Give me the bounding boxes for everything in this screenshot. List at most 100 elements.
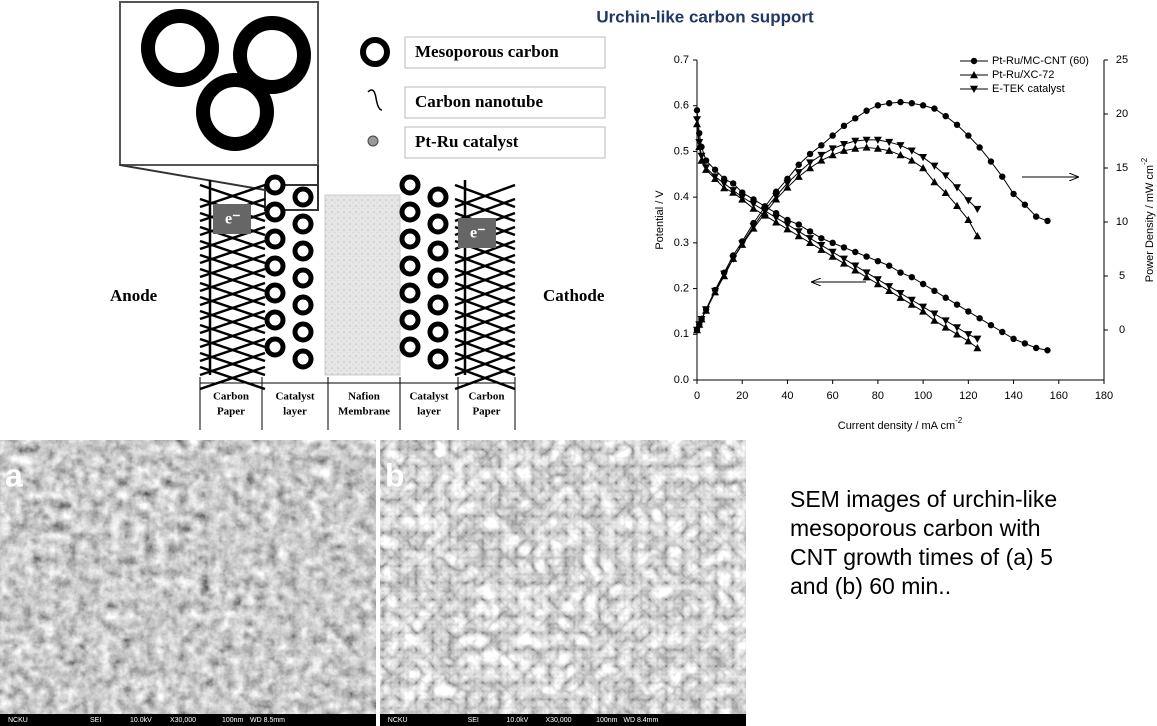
carbon-particle: [292, 294, 314, 316]
legend-label: Pt-Ru/MC-CNT (60): [992, 55, 1089, 67]
carbon-particle: [399, 174, 421, 196]
point: [942, 112, 949, 120]
carbon-particle: [399, 309, 421, 331]
point: [873, 144, 882, 152]
x-tick-label: 0: [694, 390, 700, 402]
point: [840, 122, 848, 130]
point: [749, 200, 758, 208]
point: [840, 244, 848, 251]
point: [941, 317, 950, 325]
sem-info-text: SEI: [468, 717, 479, 724]
point: [942, 294, 949, 301]
y2-axis-label-text: Power Density / mW cm: [1144, 165, 1156, 282]
point: [817, 245, 826, 253]
point: [695, 321, 704, 329]
point: [852, 248, 859, 256]
point: [729, 255, 738, 263]
point: [885, 146, 894, 154]
point: [964, 197, 973, 205]
point: [873, 280, 882, 288]
sem-image: [0, 440, 376, 714]
point: [839, 255, 848, 263]
point: [1021, 201, 1029, 208]
x-tick-label: 180: [1095, 390, 1113, 402]
point: [772, 192, 781, 201]
point: [711, 173, 720, 181]
carbon-particle: [264, 174, 286, 196]
y-tick-label: 0.2: [674, 282, 689, 294]
point: [941, 323, 950, 331]
sem-panel-label: a: [5, 457, 23, 493]
point: [806, 163, 815, 172]
carbon-particle: [292, 240, 314, 262]
sem-info-text: SEI: [90, 717, 101, 724]
point: [874, 102, 882, 109]
point: [817, 156, 826, 164]
point: [919, 153, 928, 162]
carbon-particle: [399, 228, 421, 250]
carbon-particle: [427, 294, 449, 316]
point: [738, 193, 747, 202]
fuel-cell-diagram: Mesoporous carbon Carbon nanotube Pt-Ru …: [110, 1, 606, 430]
carbon-particle: [427, 213, 449, 235]
point: [964, 337, 973, 345]
point: [818, 142, 825, 149]
point: [919, 303, 928, 311]
point: [919, 102, 927, 109]
carbon-particle: [292, 267, 314, 289]
carbon-particle: [292, 348, 314, 370]
point: [783, 179, 792, 188]
sem-info-text: X30,000: [545, 717, 571, 724]
series-line: [696, 146, 978, 331]
sem-panel-label: b: [385, 457, 405, 493]
y2-tick-label: 20: [1116, 108, 1128, 120]
point: [1010, 190, 1017, 198]
carbon-particle: [427, 348, 449, 370]
carbon-particle: [399, 336, 421, 358]
point: [1032, 213, 1040, 220]
layer-label: Carbon: [213, 391, 249, 403]
point: [965, 132, 972, 139]
point: [1021, 340, 1029, 347]
sem-info-text: X30,000: [170, 717, 196, 724]
point: [941, 172, 950, 180]
legend-box: [404, 86, 606, 119]
point: [818, 235, 825, 242]
point: [907, 156, 916, 164]
point: [953, 330, 962, 338]
point: [695, 139, 704, 147]
point: [919, 280, 927, 288]
point: [973, 335, 982, 343]
point: [851, 266, 860, 274]
legend-ring: [360, 37, 390, 67]
point: [828, 248, 837, 256]
point: [973, 205, 982, 214]
point: [806, 228, 814, 235]
point: [760, 206, 769, 215]
point: [919, 307, 928, 315]
point: [964, 331, 973, 339]
carbon-particle: [264, 336, 286, 358]
point: [702, 306, 711, 314]
point: [839, 146, 848, 154]
point: [863, 253, 870, 260]
point: [794, 169, 803, 177]
slide-title: Urchin-like carbon support: [596, 7, 814, 26]
point: [697, 152, 706, 160]
point: [1044, 217, 1051, 225]
carbon-particle: [264, 228, 286, 250]
point: [749, 204, 758, 212]
point: [953, 201, 962, 209]
legend-marker: [970, 85, 978, 93]
carbon-particle: [427, 321, 449, 343]
sem-info-text: 10.0kV: [507, 717, 529, 724]
layer-label: layer: [417, 406, 441, 418]
y-tick-label: 0.1: [674, 328, 689, 340]
point: [953, 184, 962, 192]
point: [931, 105, 938, 112]
point: [953, 324, 962, 332]
point: [885, 262, 893, 269]
carbon-particle: [427, 240, 449, 262]
layer-label: Membrane: [338, 406, 390, 418]
